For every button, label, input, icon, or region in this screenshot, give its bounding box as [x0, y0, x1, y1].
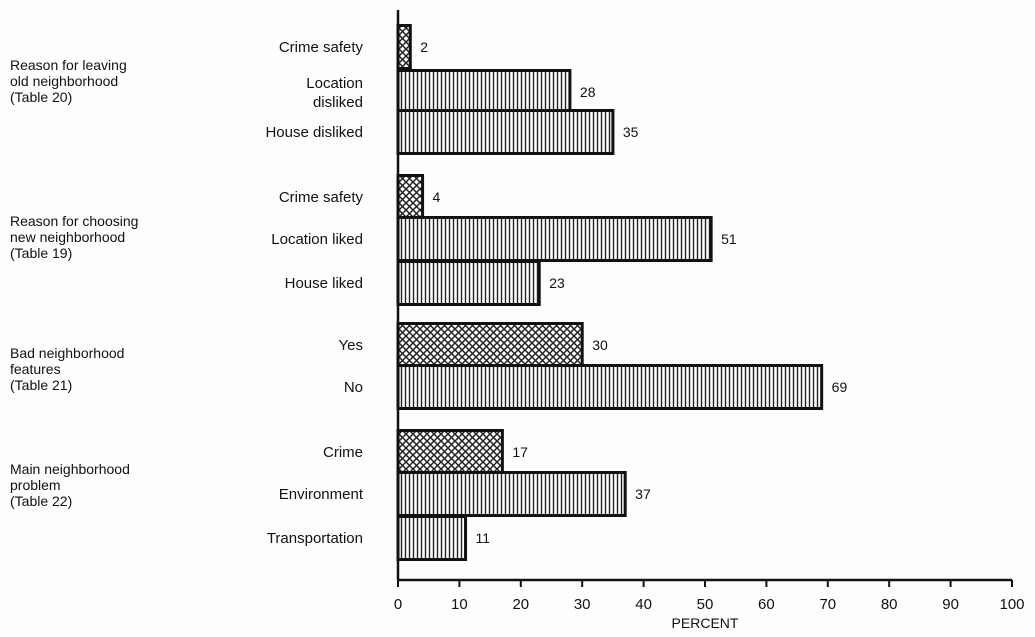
category-label-transportation: Transportation — [267, 530, 363, 547]
bar-house-liked — [396, 260, 541, 306]
value-label-crime: 17 — [512, 444, 528, 460]
category-label-no: No — [344, 379, 363, 396]
category-label-house-liked: House liked — [285, 275, 363, 292]
value-label-no: 69 — [832, 379, 848, 395]
bar-crime-safety — [396, 174, 425, 220]
x-tick-label-10: 10 — [451, 596, 468, 613]
x-tick-label-40: 40 — [635, 596, 652, 613]
value-label-yes: 30 — [592, 337, 608, 353]
value-label-location-disliked: 28 — [580, 84, 596, 100]
bar-location-liked — [396, 216, 713, 262]
x-ticks: 0 10 20 30 40 50 60 70 80 90 100 — [394, 580, 1025, 613]
category-label-environment: Environment — [279, 486, 364, 503]
group-label-2: Reason for choosing new neighborhood (Tabl… — [10, 213, 138, 261]
value-label-crime-safety: 4 — [433, 189, 441, 205]
bar-no — [396, 364, 824, 410]
x-tick-label-90: 90 — [942, 596, 959, 613]
category-label-location-liked: Location liked — [271, 231, 363, 248]
group-label-1: Reason for leaving old neighborhood (Table… — [10, 57, 127, 105]
category-label-yes: Yes — [339, 337, 363, 354]
x-tick-label-20: 20 — [512, 596, 529, 613]
x-tick-label-50: 50 — [697, 596, 714, 613]
category-labels: Crime safety Location disliked House dislik… — [265, 39, 363, 547]
bar-environment — [396, 471, 627, 517]
value-label-location-liked: 51 — [721, 231, 737, 247]
x-tick-label-0: 0 — [394, 596, 402, 613]
bar-crime — [396, 429, 504, 475]
x-tick-label-80: 80 — [881, 596, 898, 613]
group-label-4: Main neighborhood problem (Table 22) — [10, 461, 130, 509]
x-tick-label-60: 60 — [758, 596, 775, 613]
bar-house-disliked — [396, 109, 615, 155]
x-tick-label-100: 100 — [999, 596, 1024, 613]
x-axis-title: PERCENT — [672, 615, 739, 631]
category-label-location-disliked: Location disliked — [306, 75, 363, 111]
group-labels: Reason for leaving old neighborhood (Table… — [10, 57, 138, 509]
value-label-house-liked: 23 — [549, 275, 565, 291]
category-label-crime-safety: Crime safety — [279, 189, 364, 206]
group-label-3: Bad neighborhood features (Table 21) — [10, 345, 124, 393]
category-label-house-disliked: House disliked — [265, 124, 363, 141]
bars — [396, 24, 824, 561]
bar-crime-safety — [396, 24, 412, 70]
value-label-transportation: 11 — [476, 530, 491, 546]
category-label-crime: Crime — [323, 444, 363, 461]
value-label-environment: 37 — [635, 486, 651, 502]
bar-location-disliked — [396, 69, 572, 115]
bar-yes — [396, 322, 584, 368]
value-labels: 2 28 35 4 51 23 30 69 17 37 11 — [420, 39, 847, 546]
value-label-crime-safety: 2 — [420, 39, 428, 55]
x-tick-label-30: 30 — [574, 596, 591, 613]
bar-transportation — [396, 515, 468, 561]
x-tick-label-70: 70 — [819, 596, 836, 613]
category-label-crime-safety: Crime safety — [279, 39, 364, 56]
value-label-house-disliked: 35 — [623, 124, 639, 140]
